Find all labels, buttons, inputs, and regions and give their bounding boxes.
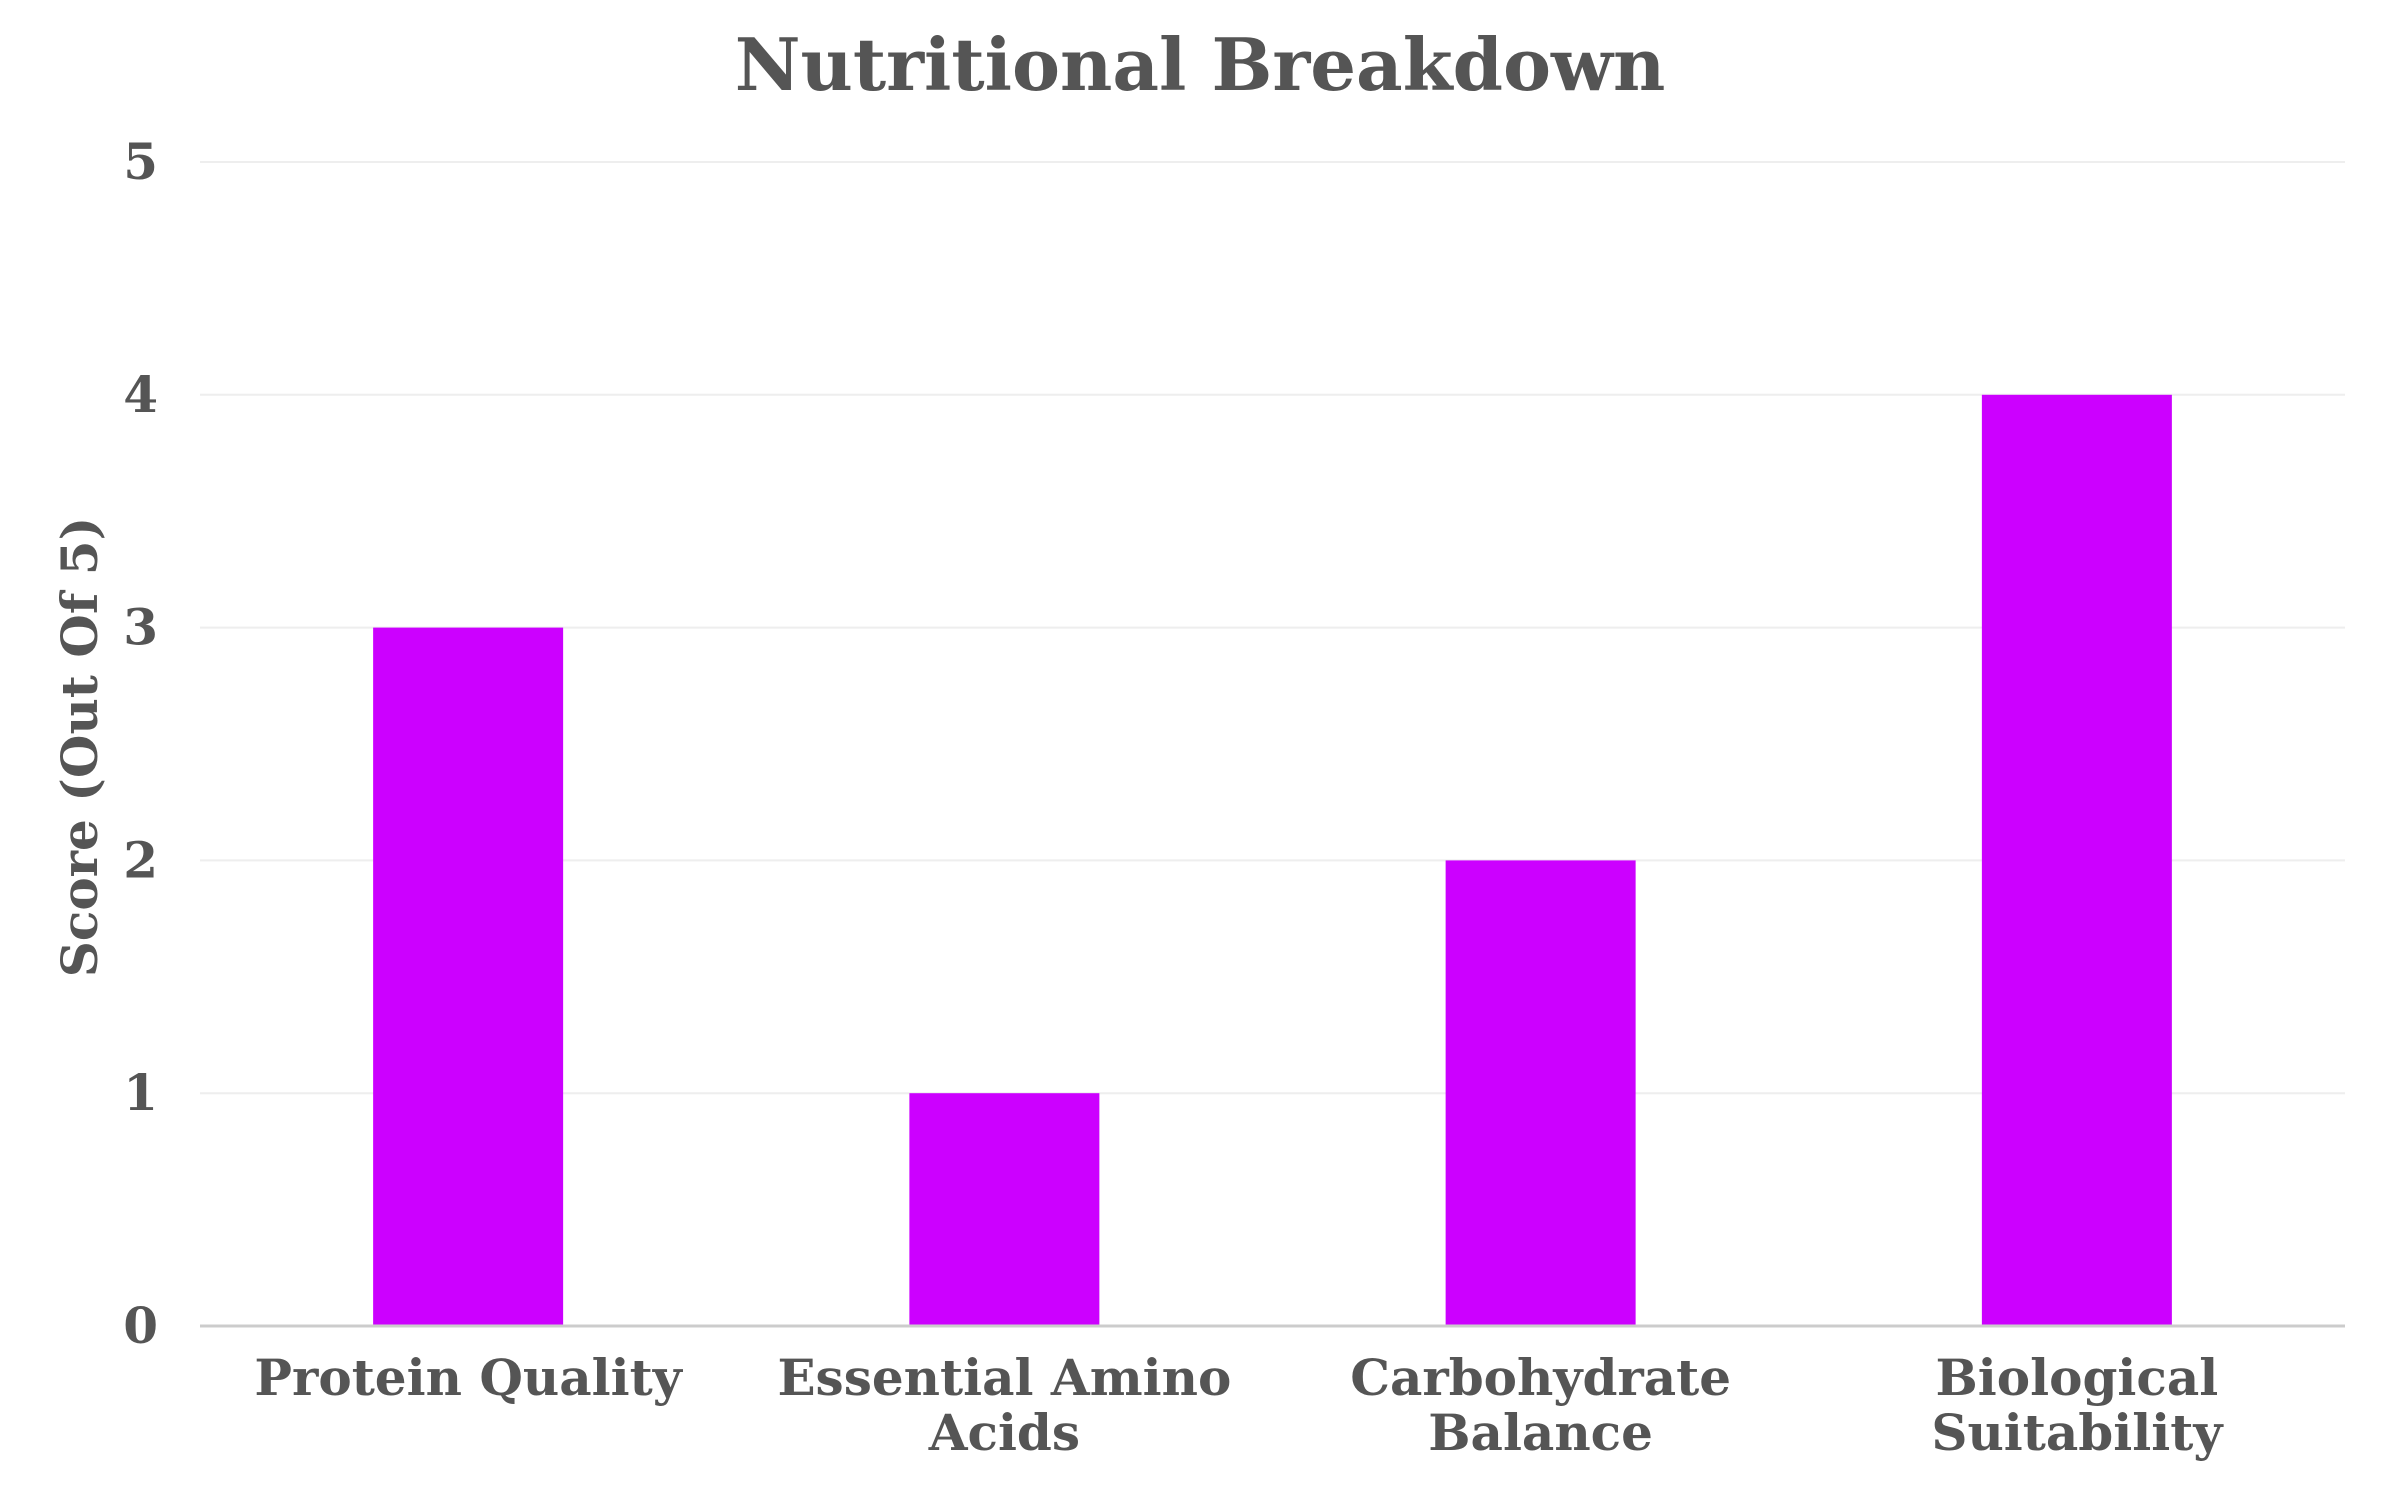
bar: [1982, 395, 2172, 1326]
x-tick-label-line: Carbohydrate: [1350, 1348, 1731, 1407]
bar: [373, 628, 563, 1326]
y-tick-label: 2: [123, 830, 158, 889]
x-tick-label: Essential Amino Acids: [777, 1348, 1231, 1462]
y-axis-title: Score (Out Of 5): [50, 517, 109, 977]
bar-chart: Nutritional Breakdown 0 1 2 3 4 5 Protein Qua…: [0, 0, 2389, 1486]
x-tick-label-line: Essential Amino: [777, 1348, 1231, 1407]
x-tick-label-line: Biological: [1936, 1348, 2219, 1407]
y-axis-tick-labels: 0 1 2 3 4 5: [123, 132, 158, 1355]
x-axis-tick-labels: Protein Quality Essential Amino Acids Carbo…: [254, 1348, 2224, 1462]
x-tick-label-line: Protein Quality: [254, 1348, 683, 1407]
x-tick-label: Biological Suitability: [1931, 1348, 2224, 1462]
x-tick-label-line: Acids: [928, 1403, 1080, 1462]
y-tick-label: 3: [123, 598, 158, 657]
x-tick-label: Carbohydrate Balance: [1350, 1348, 1731, 1462]
bar: [909, 1093, 1099, 1326]
y-tick-label: 4: [123, 365, 158, 424]
bar: [1446, 860, 1636, 1326]
y-tick-label: 0: [123, 1296, 158, 1355]
y-tick-label: 5: [123, 132, 158, 191]
x-tick-label: Protein Quality: [254, 1348, 683, 1407]
chart-title: Nutritional Breakdown: [735, 22, 1666, 107]
y-tick-label: 1: [123, 1063, 158, 1122]
x-tick-label-line: Suitability: [1931, 1403, 2224, 1462]
x-tick-label-line: Balance: [1428, 1403, 1653, 1462]
